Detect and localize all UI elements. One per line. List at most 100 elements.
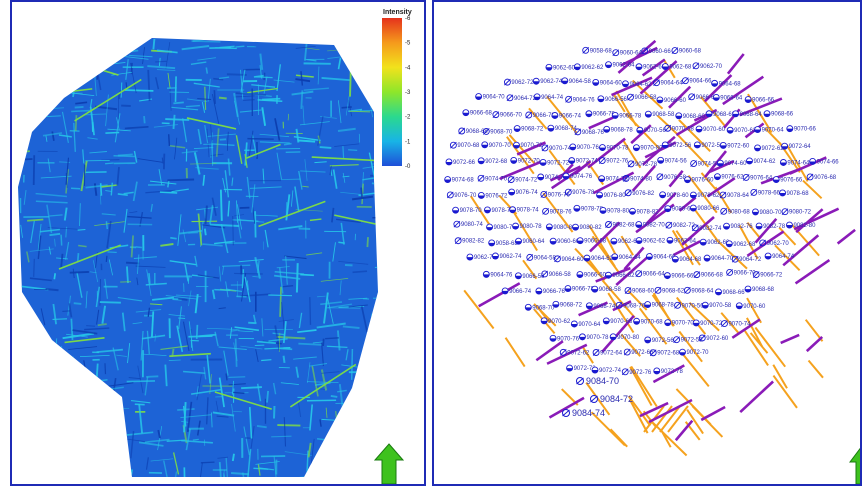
texture-streak (362, 353, 378, 358)
texture-streak (18, 293, 23, 317)
texture-streak (65, 173, 68, 188)
well-marker: 9072-56 (661, 141, 692, 149)
fracture-orange (772, 374, 798, 409)
texture-streak (18, 432, 21, 442)
texture-streak (201, 102, 206, 113)
texture-streak (181, 150, 198, 154)
texture-streak (169, 260, 197, 266)
texture-streak (150, 458, 174, 462)
texture-streak (256, 383, 262, 402)
fracture-orange (700, 172, 718, 191)
texture-streak (23, 150, 30, 153)
high-intensity-streak (74, 78, 142, 122)
well-marker: 9066-76 (585, 110, 616, 118)
texture-streak (51, 131, 55, 141)
well-marker: 9062-60 (545, 63, 576, 71)
texture-streak (204, 124, 209, 144)
texture-streak (26, 354, 32, 381)
well-label: 9072-62 (762, 146, 785, 152)
well-marker: 9068-74 (547, 124, 578, 132)
texture-streak (93, 183, 98, 196)
well-label: 9080-78 (520, 224, 543, 230)
texture-streak (348, 99, 353, 117)
texture-streak (141, 334, 166, 340)
fracture-purple (693, 108, 718, 122)
texture-streak (60, 253, 64, 269)
texture-streak (160, 243, 174, 247)
well-marker: 9078-78 (573, 204, 604, 212)
fracture-purple (589, 221, 621, 253)
texture-streak (130, 235, 134, 258)
texture-streak (233, 92, 239, 118)
well-label: 9070-76 (557, 336, 580, 342)
texture-streak (278, 319, 294, 322)
texture-streak (231, 380, 235, 395)
well-marker: 9082-76 (723, 222, 753, 230)
texture-streak (167, 178, 195, 182)
texture-streak (330, 395, 338, 398)
well-marker: 9064-66 (645, 253, 676, 261)
well-marker: 9072-58 (693, 141, 724, 149)
well-label: 9082-72 (673, 223, 696, 229)
well-marker: 9072-60 (698, 334, 729, 342)
fracture-orange (754, 326, 786, 368)
well-marker: 9072-70 (510, 156, 540, 164)
well-marker: 9062-60 (610, 237, 641, 245)
colorbar-gradient (382, 18, 402, 166)
well-marker: 9070-72 (692, 319, 723, 327)
fracture-orange (533, 303, 557, 327)
well-label: 9062-70 (700, 64, 723, 70)
texture-streak (319, 146, 332, 149)
well-label-large: 9084-70 (586, 376, 619, 386)
well-marker: 9082-72 (665, 221, 696, 229)
well-label: 9072-70 (686, 350, 709, 356)
texture-streak (96, 309, 100, 325)
texture-streak (240, 345, 263, 350)
well-label: 9070-70 (489, 143, 512, 149)
texture-streak (209, 374, 213, 394)
texture-streak (364, 68, 367, 91)
well-label: 9074-72 (515, 178, 538, 184)
texture-streak (55, 468, 59, 477)
well-marker: 9066-56 (514, 272, 545, 280)
fracture-purple (546, 343, 588, 365)
well-marker: 9070-56 (636, 126, 666, 134)
texture-streak (127, 215, 152, 219)
texture-streak (104, 278, 108, 299)
high-intensity-streak (214, 391, 272, 410)
well-label: 9066-72 (533, 113, 556, 119)
texture-streak (314, 161, 327, 164)
well-marker: 9062-66 (635, 63, 666, 71)
texture-streak (190, 61, 207, 65)
colorbar-tick-label: -5 (405, 41, 411, 47)
texture-streak (85, 184, 108, 189)
well-marker: 9072-64 (781, 142, 811, 150)
well-marker: 9066-62 (604, 271, 635, 279)
texture-streak (150, 303, 163, 306)
well-label: 9074-62 (753, 159, 776, 165)
texture-streak (357, 38, 373, 40)
texture-streak (349, 110, 371, 113)
well-label: 9072-60 (706, 336, 729, 342)
texture-streak (154, 334, 156, 342)
fracture-orange (686, 409, 704, 435)
well-marker: 9074-80 (622, 174, 653, 182)
well-marker: 9070-62 (540, 317, 571, 325)
texture-streak (293, 356, 317, 360)
texture-streak (373, 473, 378, 477)
texture-streak (55, 449, 58, 470)
texture-streak (252, 314, 257, 323)
well-marker: 9066-62 (688, 93, 718, 101)
texture-streak (155, 77, 160, 90)
texture-streak (300, 170, 326, 173)
well-label: 9068-78 (652, 303, 675, 309)
texture-streak (196, 386, 199, 397)
well-marker: 9070-64 (570, 320, 601, 328)
texture-streak (144, 438, 170, 443)
texture-streak (135, 265, 166, 268)
texture-streak (94, 48, 101, 72)
well-marker: 9068-70 (524, 303, 555, 311)
well-label: 9068-64 (740, 112, 763, 118)
well-label: 9060-64 (620, 51, 643, 57)
